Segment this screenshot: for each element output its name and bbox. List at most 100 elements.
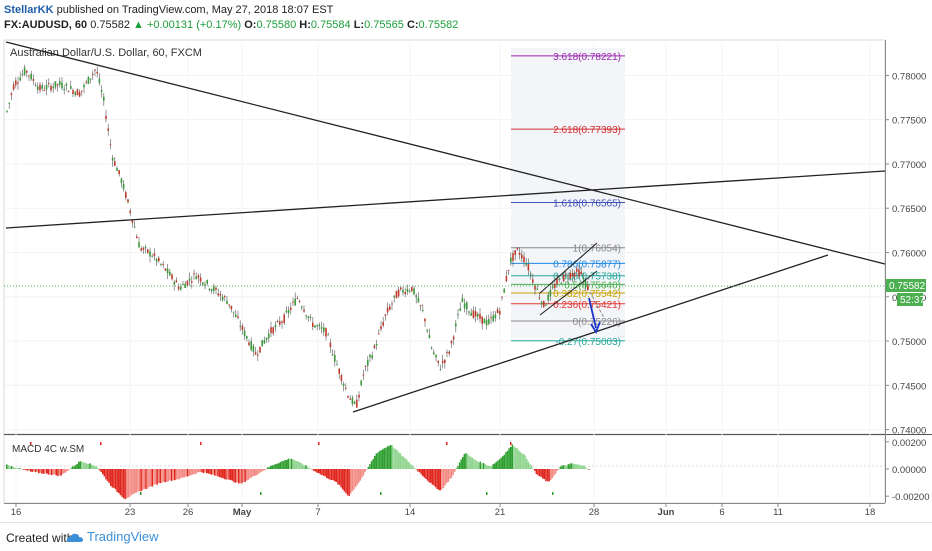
macd-bar [215,469,218,476]
macd-bar [566,465,568,469]
macd-bar [127,469,130,498]
macd-bar [559,466,562,469]
candle-body [15,80,17,86]
time-tick-label: May [233,507,252,518]
candle-body [76,89,79,96]
macd-bar [22,469,24,470]
candle-body [41,85,43,89]
price-axis[interactable]: 0.78000 0.77500 0.77000 0.76500 0.76000 0.755… [885,71,926,437]
macd-bar [242,469,245,482]
channel-lower-line[interactable] [539,270,598,316]
tradingview-brand[interactable]: TradingView [66,529,159,544]
macd-bar [36,469,38,472]
channel-upper-line[interactable] [539,242,598,294]
candle-body [34,85,37,87]
candle-body [92,73,94,75]
downtrend-line[interactable] [5,41,886,265]
macd-bar [337,469,339,485]
time-axis[interactable]: 16 23 26 May 7 14 21 28 Jun 6 11 18 [11,503,876,518]
macd-bar [15,468,18,469]
macd-bar [52,469,54,475]
candle-body [463,303,466,309]
candle-body [118,170,120,175]
candle-body [147,249,149,253]
macd-bar [297,461,299,469]
macd-bar [284,460,286,469]
candle-body [529,273,532,275]
macd-bar [87,464,90,469]
macd-bar [110,469,112,486]
candle-body [70,86,72,89]
macd-bar [289,458,291,469]
candle-body [210,289,213,292]
macd-bar [366,469,368,470]
macd-bar [238,469,240,484]
candle-body [560,282,563,284]
macd-bar [396,450,398,469]
macd-bar [444,469,446,486]
uptrend-line[interactable] [352,254,829,413]
fib-level-label: 0(0.75226) [573,317,621,328]
candle-body [63,89,65,91]
candle-body [252,345,255,352]
candle-body [235,314,237,317]
macd-bar [406,459,408,469]
candle-body [446,351,448,353]
candle-body [340,375,343,382]
macd-bar [265,469,267,470]
candle-body [191,281,193,283]
candle-body [415,295,417,298]
macd-bar [193,469,195,475]
macd-bar [276,463,278,469]
macd-bar [76,464,78,469]
candle-body [461,297,464,302]
macd-bar [295,461,298,469]
macd-bar [553,469,555,476]
macd-bar [324,469,326,477]
macd-bar [151,469,154,487]
macd-bar [74,465,77,469]
macd-axis[interactable]: 0.00200 0.00000 -0.00200 [885,438,930,503]
time-tick-label: 26 [183,507,194,518]
macd-bar [551,469,554,479]
forecast-arrow[interactable] [588,297,597,329]
macd-bar [129,469,131,497]
macd-bar [466,454,469,469]
macd-bar [135,469,138,493]
macd-bar [194,469,197,475]
price-chart[interactable]: 3.618(0.78221) 2.618(0.77393) 1.618(0.7656… [0,0,932,522]
macd-bar [353,469,355,490]
macd-bar [502,456,504,469]
macd-bar [170,469,173,482]
candle-body [162,264,164,266]
macd-bar [433,469,435,486]
macd-signal-marker [30,442,32,445]
candle-body [206,280,208,284]
macd-bar [223,469,226,480]
long-trend-line[interactable] [5,170,886,229]
macd-bar [118,469,120,493]
author-link[interactable]: StellarKK [4,4,54,16]
macd-bar [134,469,136,494]
time-tick-label: 11 [773,507,783,518]
macd-bar [425,469,427,479]
macd-bar [274,464,277,469]
candle-body [131,220,134,223]
candle-body [347,395,349,398]
candle-body [362,374,365,376]
candle-body [197,275,200,278]
chart-title: Australian Dollar/U.S. Dollar, 60, FXCM [10,47,202,59]
macd-bar [166,469,168,483]
candle-body [426,329,428,332]
macd-bar [479,461,482,469]
candle-body [393,295,395,298]
candle-body [268,333,270,339]
macd-bar [178,469,181,480]
time-tick-label: 16 [11,507,22,518]
macd-bar [191,469,194,475]
macd-bar [182,469,184,478]
macd-bar [495,461,498,469]
macd-bar [102,469,104,475]
macd-bar [540,469,542,477]
candle-body [8,102,10,104]
